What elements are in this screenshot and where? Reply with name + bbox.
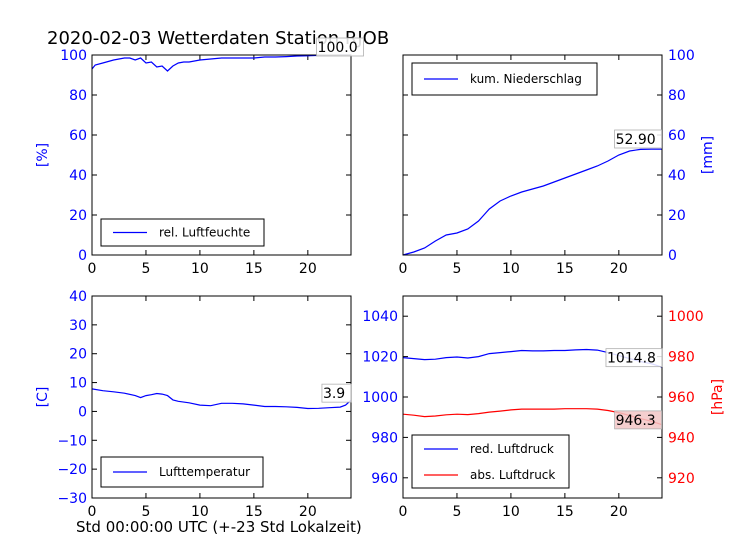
y-tick-label: 0 <box>78 404 87 420</box>
y2-tick-label: 920 <box>668 471 695 487</box>
x-tick-label: 15 <box>245 261 263 277</box>
y-tick-label: 100 <box>60 48 87 64</box>
x-tick-label: 10 <box>191 504 209 520</box>
y-tick-label: −10 <box>57 433 87 449</box>
x-tick-label: 20 <box>299 504 317 520</box>
legend: kum. Niederschlag <box>411 62 598 96</box>
y-tick-label: 80 <box>69 88 87 104</box>
x-tick-label: 5 <box>141 504 150 520</box>
y-tick-label: −20 <box>57 462 87 478</box>
y-tick-label: 40 <box>69 289 87 305</box>
y2-tick-label: 980 <box>668 350 695 366</box>
series-line-kum-niederschlag <box>402 148 662 256</box>
x-tick-label: 20 <box>299 261 317 277</box>
x-tick-label: 20 <box>610 504 628 520</box>
value-label: 946.3 <box>616 413 656 429</box>
y-tick-label: 20 <box>69 347 87 363</box>
value-label-box <box>605 348 663 368</box>
chart-temperature: 0 5 10 15 20 −30 −20 −10 0 10 20 30 40 [C] 3.9 Lufttemp… <box>35 289 352 520</box>
y-tick-label: 60 <box>668 128 686 144</box>
y-tick-label: 100 <box>668 48 695 64</box>
y-tick-label: 80 <box>668 88 686 104</box>
plot-frame <box>402 54 663 256</box>
y-tick-label: −30 <box>57 491 87 507</box>
legend: rel. Luftfeuchte <box>100 218 265 247</box>
y-axis-label: [%] <box>35 143 51 167</box>
value-label-box <box>321 383 352 403</box>
x-tick-label: 20 <box>610 261 628 277</box>
y-tick-label: 0 <box>78 248 87 264</box>
y-tick-label: 30 <box>69 318 87 334</box>
y-tick-label: 40 <box>668 168 686 184</box>
y-tick-label: 1020 <box>362 350 398 366</box>
legend-label: red. Luftdruck <box>470 442 554 456</box>
y2-tick-label: 960 <box>668 390 695 406</box>
legend-label: abs. Luftdruck <box>470 468 555 482</box>
x-tick-label: 0 <box>399 504 408 520</box>
y-tick-label: 40 <box>69 168 87 184</box>
y-tick-label: 1040 <box>362 309 398 325</box>
legend-label: kum. Niederschlag <box>470 72 582 86</box>
value-label-box <box>614 410 662 430</box>
legend: red. Luftdruck abs. Luftdruck <box>411 434 570 489</box>
series-line-rel-luftfeuchte <box>91 54 351 72</box>
chart-pressure: 0 5 10 15 20 960 980 1000 1020 1040 920 940 960 980 10… <box>362 295 726 520</box>
x-tick-label: 15 <box>245 504 263 520</box>
figure-xlabel: Std 00:00:00 UTC (+-23 Std Lokalzeit) <box>76 518 362 536</box>
x-tick-label: 10 <box>191 261 209 277</box>
plot-frame <box>402 295 663 499</box>
chart-humidity: 0 5 10 15 20 0 20 40 60 80 100 [%] 100.0 rel. Luftfeu… <box>35 37 364 277</box>
x-tick-label: 0 <box>88 504 97 520</box>
x-tick-label: 5 <box>452 504 461 520</box>
y-tick-label: 20 <box>69 208 87 224</box>
x-tick-label: 5 <box>452 261 461 277</box>
value-label-box <box>316 37 364 57</box>
x-tick-label: 0 <box>88 261 97 277</box>
y-tick-label: 0 <box>668 248 677 264</box>
y-tick-label: 980 <box>371 430 398 446</box>
value-label: 100.0 <box>318 40 358 56</box>
legend-label: rel. Luftfeuchte <box>159 226 250 240</box>
value-label: 1014.8 <box>607 351 656 367</box>
y-tick-label: 20 <box>668 208 686 224</box>
y-axis-label: [mm] <box>700 136 716 174</box>
figure-title: 2020-02-03 Wetterdaten Station RJOB <box>47 28 389 49</box>
plot-frame <box>91 54 352 256</box>
legend-box <box>411 434 570 489</box>
chart-precip: 0 5 10 15 20 0 20 40 60 80 100 [mm] 52.90 kum. Nieder… <box>399 48 716 277</box>
x-tick-label: 0 <box>399 261 408 277</box>
y2-tick-label: 940 <box>668 430 695 446</box>
y-tick-label: 10 <box>69 376 87 392</box>
x-tick-label: 10 <box>502 261 520 277</box>
y2-tick-label: 1000 <box>668 309 704 325</box>
legend-label: Lufttemperatur <box>159 465 250 479</box>
legend: Lufttemperatur <box>100 456 264 488</box>
y-tick-label: 960 <box>371 471 398 487</box>
series-line-lufttemperatur <box>91 388 352 410</box>
y2-axis-label: [hPa] <box>710 379 726 415</box>
x-tick-label: 10 <box>502 504 520 520</box>
value-label: 3.9 <box>323 386 345 402</box>
x-tick-label: 15 <box>556 504 574 520</box>
y-axis-label: [C] <box>35 387 51 408</box>
y-tick-label: 1000 <box>362 390 398 406</box>
value-label-box <box>614 129 662 149</box>
value-label: 52.90 <box>616 132 656 148</box>
x-tick-label: 15 <box>556 261 574 277</box>
x-tick-label: 5 <box>141 261 150 277</box>
y-tick-label: 60 <box>69 128 87 144</box>
